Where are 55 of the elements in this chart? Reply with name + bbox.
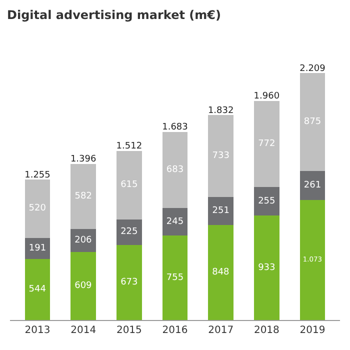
total-label: 2.209 <box>300 64 326 74</box>
data-label: 206 <box>74 235 92 246</box>
data-label: 755 <box>166 272 184 283</box>
data-label: 245 <box>166 216 184 227</box>
data-label: 255 <box>258 196 276 206</box>
bar <box>116 220 142 245</box>
data-label: 848 <box>212 268 230 278</box>
bar <box>254 216 280 320</box>
x-tick-label: 2017 <box>208 325 234 336</box>
bar <box>70 164 96 229</box>
x-tick-label: 2013 <box>24 325 50 336</box>
bar <box>300 170 326 200</box>
bar <box>208 115 234 198</box>
bar <box>208 197 234 226</box>
chart-title: Digital advertising market (m€) <box>7 8 221 22</box>
bar <box>162 208 188 236</box>
data-label: 875 <box>304 116 322 127</box>
data-label: 251 <box>212 206 230 216</box>
data-label: 733 <box>212 151 230 162</box>
x-tick-label: 2019 <box>300 325 326 336</box>
data-label: 933 <box>258 262 276 273</box>
x-tick-label: 2015 <box>116 325 142 336</box>
x-tick-label: 2018 <box>254 325 280 336</box>
bar <box>24 180 50 238</box>
data-label: 582 <box>74 191 92 202</box>
total-label: 1.683 <box>162 122 188 133</box>
bar <box>254 187 280 216</box>
total-label: 1.255 <box>24 170 50 180</box>
bar <box>208 225 234 320</box>
data-label: 772 <box>258 139 276 149</box>
data-label: 673 <box>120 277 138 288</box>
bar <box>24 259 50 320</box>
data-label: 225 <box>120 227 138 238</box>
data-label: 683 <box>166 164 184 175</box>
data-label: 609 <box>74 280 92 291</box>
bar <box>162 236 188 320</box>
bar <box>300 200 326 320</box>
x-tick-label: 2014 <box>70 325 96 336</box>
data-label: 520 <box>28 204 46 214</box>
data-label: 544 <box>28 284 46 295</box>
bar <box>70 252 96 320</box>
data-label: 615 <box>120 180 138 190</box>
bar <box>254 100 280 188</box>
bar <box>70 228 96 252</box>
data-label: 191 <box>28 243 46 254</box>
bar <box>116 244 142 320</box>
total-label: 1.832 <box>208 106 234 116</box>
bar <box>116 150 142 220</box>
data-label: 261 <box>304 180 322 190</box>
x-tick-label: 2016 <box>162 325 188 336</box>
bar <box>162 132 188 208</box>
total-label: 1.396 <box>70 154 96 165</box>
total-label: 1.960 <box>254 92 280 102</box>
total-label: 1.512 <box>116 142 142 152</box>
bar <box>300 73 326 171</box>
